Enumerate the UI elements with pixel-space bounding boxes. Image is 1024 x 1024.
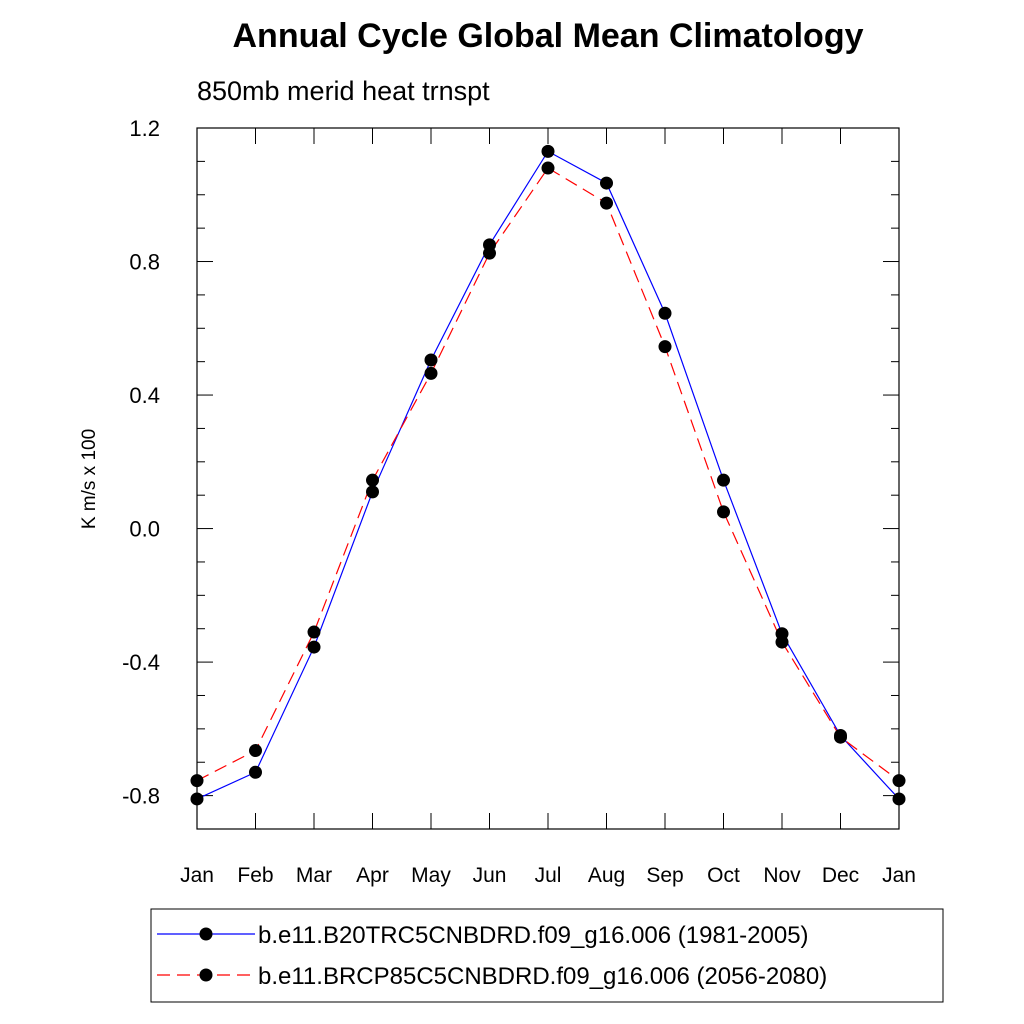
x-tick-label: Jul	[535, 864, 562, 887]
x-tick-label: Jun	[473, 864, 507, 887]
legend-label-1: b.e11.B20TRC5CNBDRD.f09_g16.006 (1981-20…	[258, 922, 809, 949]
x-tick-label: Dec	[822, 864, 859, 887]
plot-area-frame	[196, 127, 900, 830]
chart-title: Annual Cycle Global Mean Climatology	[233, 17, 864, 55]
series-2-point	[307, 625, 321, 639]
series-2-point	[483, 246, 496, 260]
series-1-point	[366, 485, 379, 499]
chart-subtitle: 850mb merid heat trnspt	[197, 76, 490, 106]
y-axis-ticks	[197, 127, 899, 797]
series-1-point	[717, 473, 730, 487]
legend-marker-2	[199, 968, 213, 982]
series-1-point	[600, 176, 613, 190]
y-axis-label: K m/s x 100	[79, 429, 100, 529]
x-tick-labels: Jan Feb Mar Apr May Jun Jul Aug Sep Oct Nov Dec Jan	[180, 864, 916, 887]
series-2-point	[249, 744, 262, 758]
y-tick-label: -0.8	[122, 784, 160, 809]
x-axis-ticks	[196, 128, 900, 829]
series-2-point	[600, 196, 613, 210]
x-tick-label: Jan	[180, 864, 214, 887]
series-2-point	[892, 774, 906, 788]
series-1-point	[892, 792, 906, 806]
x-tick-label: Nov	[763, 864, 801, 887]
series-2-point	[775, 635, 789, 649]
series-1-point	[541, 144, 555, 158]
series-1-point	[249, 765, 262, 779]
series-2-point	[834, 730, 847, 744]
series-2-point	[366, 473, 379, 487]
series-line-2	[196, 167, 900, 782]
series-1-point	[307, 640, 321, 654]
series-1-point	[658, 306, 672, 320]
y-tick-label: 0.0	[129, 517, 160, 542]
legend-entries: b.e11.B20TRC5CNBDRD.f09_g16.006 (1981-20…	[157, 922, 827, 990]
series-line-1	[196, 150, 900, 800]
series-2-point	[717, 505, 730, 519]
x-tick-label: Aug	[588, 864, 625, 887]
y-tick-label: -0.4	[122, 650, 160, 675]
series-layer	[190, 144, 906, 806]
y-tick-label: 0.4	[129, 383, 160, 408]
legend-box	[150, 908, 944, 1003]
series-2-point	[658, 340, 672, 354]
y-tick-labels: 1.2 0.8 0.4 0.0 -0.4 -0.8	[122, 116, 160, 809]
x-tick-label: Sep	[646, 864, 683, 887]
x-tick-label: May	[411, 864, 451, 887]
x-tick-label: Jan	[882, 864, 916, 887]
y-tick-label: 0.8	[129, 250, 160, 275]
x-tick-label: Oct	[707, 864, 740, 887]
x-tick-label: Mar	[296, 864, 332, 887]
series-2-point	[424, 366, 438, 380]
y-tick-label: 1.2	[129, 116, 160, 141]
series-1-point	[190, 792, 204, 806]
legend-label-2: b.e11.BRCP85C5CNBDRD.f09_g16.006 (2056-2…	[258, 963, 827, 990]
legend-marker-1	[199, 927, 213, 941]
series-2-point	[190, 774, 204, 788]
x-tick-label: Feb	[237, 864, 273, 887]
series-1-point	[424, 353, 438, 367]
series-2-point	[541, 161, 555, 175]
x-tick-label: Apr	[356, 864, 389, 887]
